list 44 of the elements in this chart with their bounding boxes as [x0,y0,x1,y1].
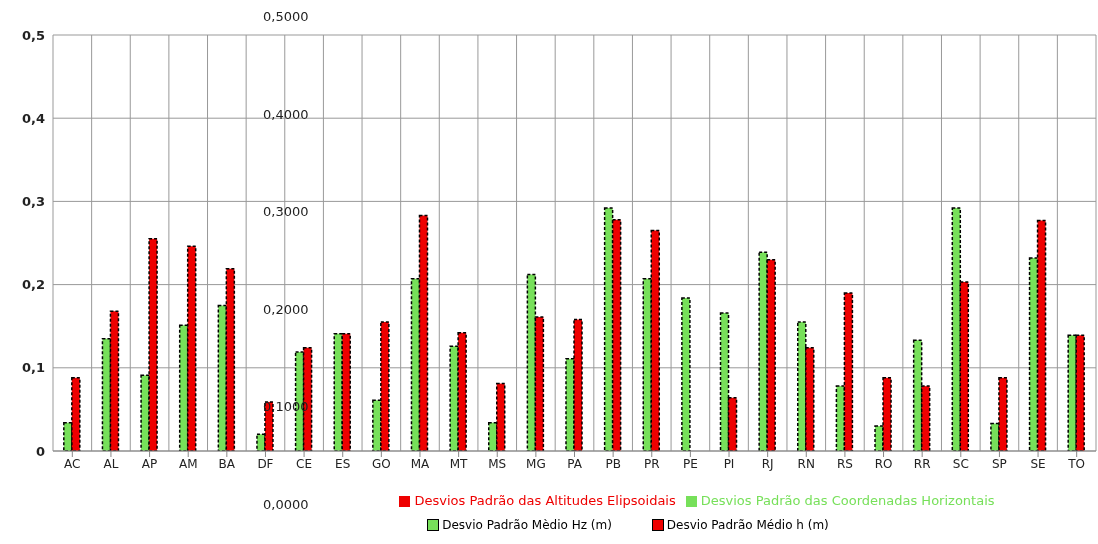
x-tick-label: AC [64,456,81,471]
annotation: 0,2000 [263,301,309,317]
annotation: 0,3000 [263,204,309,220]
x-tick-label: MG [526,456,546,471]
x-tick-label: AL [103,456,119,471]
x-tick-label: MA [410,456,431,471]
legend-label: Desvios Padrão das Altitudes Elipsoidais [414,493,676,508]
x-tick-label: BA [218,456,236,471]
x-tick-label: PR [643,456,660,471]
x-tick-label: PE [682,456,698,471]
x-tick-label: RS [836,456,853,471]
x-tick-label: GO [371,456,391,471]
text: 0,5000 [263,9,309,24]
x-tick-label: TO [1067,456,1086,471]
x-tick-label: RR [913,456,931,471]
x-tick-label: PI [723,456,735,471]
y-tick-label: 0,2 [21,277,45,293]
y-tick-label: 0,4 [21,110,45,126]
x-tick-label: MS [488,456,507,471]
y-tick-label: 0,3 [21,194,45,210]
text: Desvio Padrão Mèdio Hz (m) [442,518,612,532]
bar [681,297,691,451]
y-tick-label: 0,5 [21,27,45,43]
x-tick-label: RO [874,456,893,471]
x-tick-label: MT [449,456,469,471]
x-tick-label: RN [797,456,815,471]
legend-label: Desvios Padrão das Coordenadas Horizontais [700,493,995,508]
x-tick-label: PB [605,456,621,471]
x-tick-label: SC [952,456,969,471]
text: Desvio Padrão Médio h (m) [666,518,829,532]
annotation: 0,1000 [263,399,309,415]
text: 0,0000 [263,497,309,512]
x-tick-label: CE [296,456,313,471]
x-tick-label: ES [335,456,351,471]
x-tick-label: SE [1030,456,1046,471]
x-tick-label: AM [178,456,198,471]
annotation: 0,4000 [263,106,309,122]
x-tick-label: AP [141,456,158,471]
x-tick-label: PA [567,456,583,471]
y-tick-label: 0 [35,443,45,459]
y-tick-label: 0,1 [21,360,45,376]
x-tick-label: SP [992,456,1007,471]
x-tick-label: DF [257,456,274,471]
x-tick-label: RJ [761,456,774,471]
